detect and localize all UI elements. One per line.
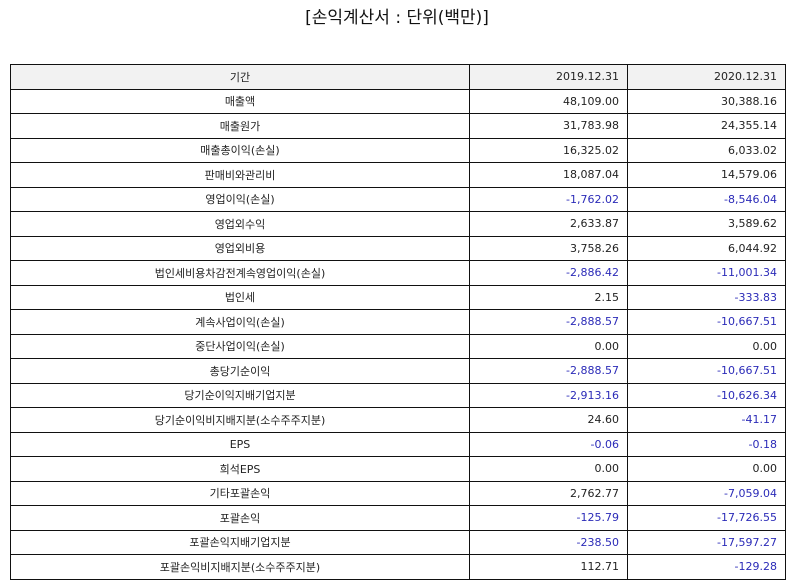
- value-2020: 0.00: [627, 333, 786, 359]
- value-2019: -238.50: [469, 529, 628, 555]
- table-row: 포괄손익 -125.79 -17,726.55: [10, 505, 786, 531]
- value-2020: -129.28: [627, 554, 786, 580]
- value-2020: -8,546.04: [627, 186, 786, 212]
- table-header-row: 기간 2019.12.31 2020.12.31: [10, 64, 786, 90]
- table-row: 영업이익(손실) -1,762.02 -8,546.04: [10, 186, 786, 212]
- row-label: 법인세: [10, 284, 470, 310]
- value-2019: 3,758.26: [469, 235, 628, 261]
- page-title: [손익계산서 : 단위(백만)]: [305, 8, 489, 28]
- value-2020: 30,388.16: [627, 88, 786, 114]
- value-2020: 14,579.06: [627, 162, 786, 188]
- row-label: 매출원가: [10, 113, 470, 139]
- value-2019: -2,888.57: [469, 309, 628, 335]
- table-row: 법인세 2.15 -333.83: [10, 284, 786, 310]
- table-row: 판매비와관리비 18,087.04 14,579.06: [10, 162, 786, 188]
- row-label: 포괄손익비지배지분(소수주주지분): [10, 554, 470, 580]
- value-2019: 24.60: [469, 407, 628, 433]
- row-label: 영업이익(손실): [10, 186, 470, 212]
- row-label: EPS: [10, 431, 470, 457]
- value-2019: -2,886.42: [469, 260, 628, 286]
- row-label: 당기순이익지배기업지분: [10, 382, 470, 408]
- table-row: 중단사업이익(손실) 0.00 0.00: [10, 333, 786, 359]
- row-label: 포괄손익: [10, 505, 470, 531]
- table-body: 매출액 48,109.00 30,388.16 매출원가 31,783.98 24,355…: [10, 88, 786, 580]
- row-label: 총당기순이익: [10, 358, 470, 384]
- row-label: 법인세비용차감전계속영업이익(손실): [10, 260, 470, 286]
- row-label: 중단사업이익(손실): [10, 333, 470, 359]
- table-row: 기타포괄손익 2,762.77 -7,059.04: [10, 480, 786, 506]
- value-2020: 0.00: [627, 456, 786, 482]
- value-2020: -11,001.34: [627, 260, 786, 286]
- value-2019: 31,783.98: [469, 113, 628, 139]
- table-row: 매출액 48,109.00 30,388.16: [10, 88, 786, 114]
- row-label: 포괄손익지배기업지분: [10, 529, 470, 555]
- value-2019: -2,913.16: [469, 382, 628, 408]
- table-row: 계속사업이익(손실) -2,888.57 -10,667.51: [10, 309, 786, 335]
- row-label: 희석EPS: [10, 456, 470, 482]
- value-2020: 6,033.02: [627, 137, 786, 163]
- table-row: 영업외비용 3,758.26 6,044.92: [10, 235, 786, 261]
- value-2019: 48,109.00: [469, 88, 628, 114]
- value-2019: -2,888.57: [469, 358, 628, 384]
- table-row: 법인세비용차감전계속영업이익(손실) -2,886.42 -11,001.34: [10, 260, 786, 286]
- value-2020: -10,667.51: [627, 309, 786, 335]
- value-2019: 16,325.02: [469, 137, 628, 163]
- row-label: 기타포괄손익: [10, 480, 470, 506]
- value-2020: -10,626.34: [627, 382, 786, 408]
- value-2020: -333.83: [627, 284, 786, 310]
- table-row: 매출원가 31,783.98 24,355.14: [10, 113, 786, 139]
- table-row: 총당기순이익 -2,888.57 -10,667.51: [10, 358, 786, 384]
- header-year-2020: 2020.12.31: [627, 64, 786, 90]
- income-statement-table: 기간 2019.12.31 2020.12.31 매출액 48,109.00 30,…: [10, 64, 786, 580]
- value-2019: 2,633.87: [469, 211, 628, 237]
- table-row: 희석EPS 0.00 0.00: [10, 456, 786, 482]
- value-2019: -0.06: [469, 431, 628, 457]
- value-2020: 6,044.92: [627, 235, 786, 261]
- header-year-2019: 2019.12.31: [469, 64, 628, 90]
- row-label: 매출총이익(손실): [10, 137, 470, 163]
- value-2020: 24,355.14: [627, 113, 786, 139]
- row-label: 영업외수익: [10, 211, 470, 237]
- row-label: 영업외비용: [10, 235, 470, 261]
- value-2020: -17,597.27: [627, 529, 786, 555]
- value-2019: 18,087.04: [469, 162, 628, 188]
- value-2020: -41.17: [627, 407, 786, 433]
- value-2020: -0.18: [627, 431, 786, 457]
- table-row: EPS -0.06 -0.18: [10, 431, 786, 457]
- row-label: 매출액: [10, 88, 470, 114]
- value-2019: -1,762.02: [469, 186, 628, 212]
- value-2020: -10,667.51: [627, 358, 786, 384]
- value-2019: -125.79: [469, 505, 628, 531]
- table-row: 포괄손익비지배지분(소수주주지분) 112.71 -129.28: [10, 554, 786, 580]
- value-2019: 112.71: [469, 554, 628, 580]
- table-row: 영업외수익 2,633.87 3,589.62: [10, 211, 786, 237]
- value-2020: 3,589.62: [627, 211, 786, 237]
- table-row: 포괄손익지배기업지분 -238.50 -17,597.27: [10, 529, 786, 555]
- value-2020: -17,726.55: [627, 505, 786, 531]
- table-row: 매출총이익(손실) 16,325.02 6,033.02: [10, 137, 786, 163]
- header-period: 기간: [10, 64, 470, 90]
- value-2019: 0.00: [469, 456, 628, 482]
- table-row: 당기순이익비지배지분(소수주주지분) 24.60 -41.17: [10, 407, 786, 433]
- value-2019: 2.15: [469, 284, 628, 310]
- value-2019: 2,762.77: [469, 480, 628, 506]
- row-label: 계속사업이익(손실): [10, 309, 470, 335]
- value-2020: -7,059.04: [627, 480, 786, 506]
- value-2019: 0.00: [469, 333, 628, 359]
- table-row: 당기순이익지배기업지분 -2,913.16 -10,626.34: [10, 382, 786, 408]
- row-label: 당기순이익비지배지분(소수주주지분): [10, 407, 470, 433]
- row-label: 판매비와관리비: [10, 162, 470, 188]
